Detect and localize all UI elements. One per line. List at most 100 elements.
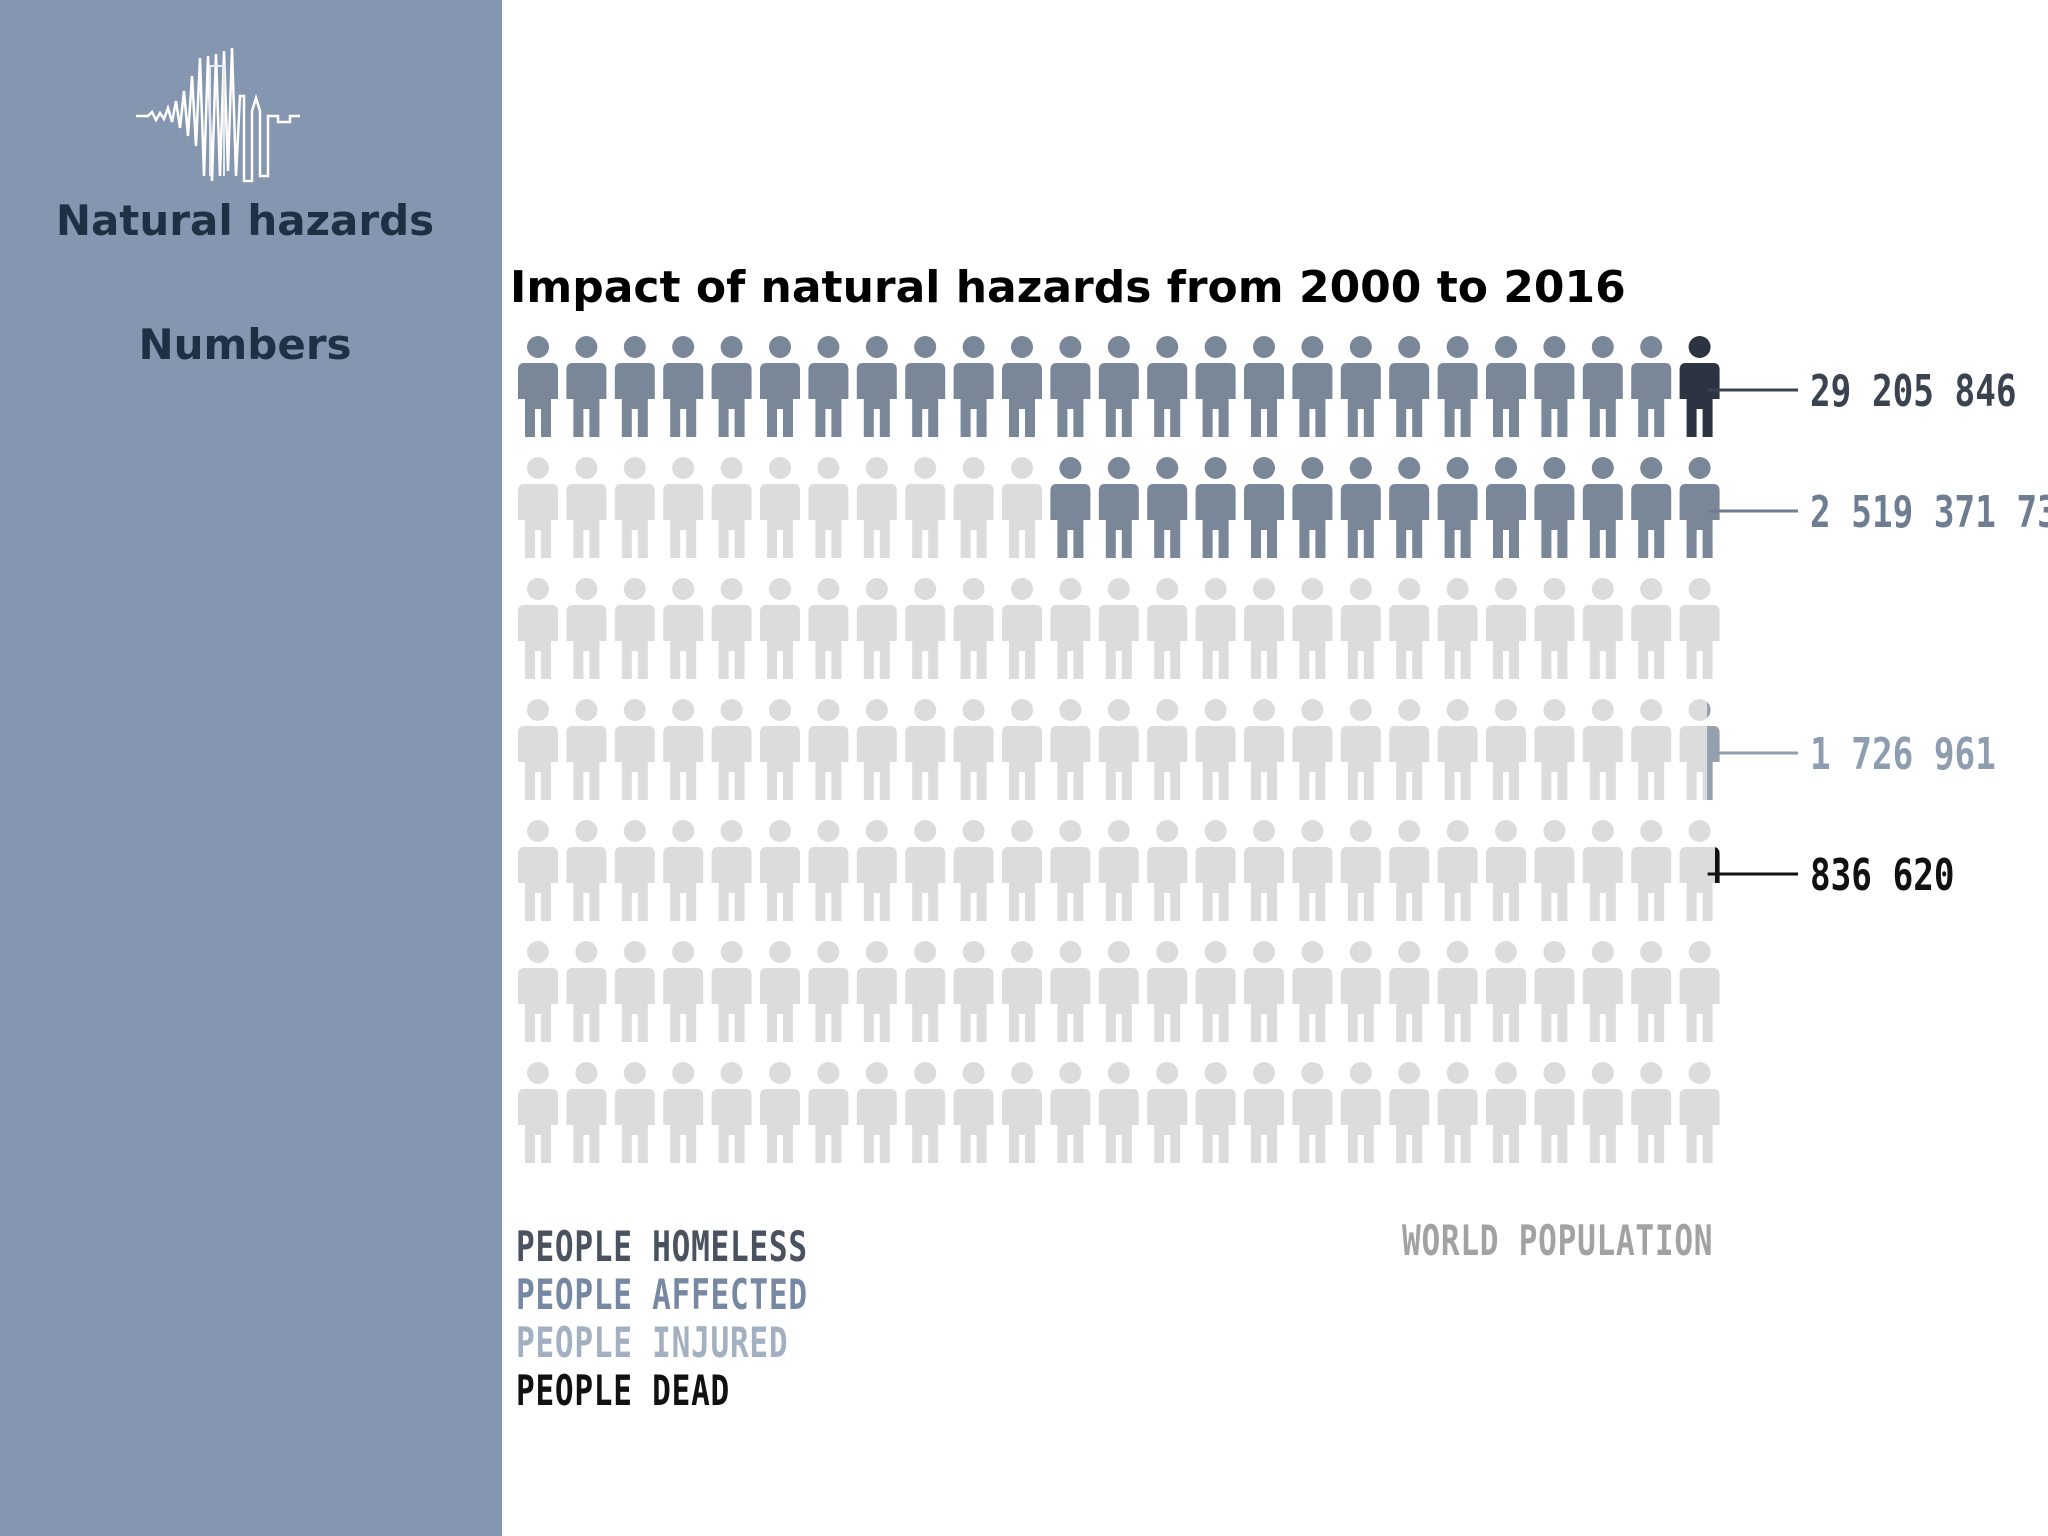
injured-partial-icon — [1707, 701, 1720, 800]
person-icon — [1631, 941, 1672, 1042]
person-icon — [760, 1062, 800, 1163]
person-icon — [1195, 336, 1236, 437]
person-icon — [905, 578, 946, 679]
person-icon — [1244, 336, 1284, 437]
person-icon — [1098, 820, 1139, 921]
person-icon — [1340, 457, 1381, 558]
person-icon — [1582, 578, 1623, 679]
person-icon — [614, 336, 655, 437]
person-icon — [1002, 1062, 1042, 1163]
person-icon — [808, 699, 849, 800]
person-icon — [1292, 336, 1333, 437]
person-icon — [1244, 578, 1284, 679]
person-icon — [1098, 941, 1139, 1042]
person-icon — [518, 1062, 558, 1163]
person-icon — [953, 336, 994, 437]
person-icon — [614, 1062, 655, 1163]
person-icon — [856, 820, 897, 921]
person-icon — [1244, 457, 1284, 558]
person-icon — [518, 699, 558, 800]
person-icon — [1486, 457, 1526, 558]
person-icon — [1534, 699, 1575, 800]
person-icon — [1147, 1062, 1188, 1163]
person-icon — [760, 336, 800, 437]
person-icon — [856, 578, 897, 679]
person-icon — [856, 699, 897, 800]
person-icon — [1098, 1062, 1139, 1163]
person-icon — [760, 941, 800, 1042]
person-icon — [1679, 336, 1720, 437]
person-icon — [1292, 820, 1333, 921]
person-icon — [1340, 699, 1381, 800]
person-icon — [1340, 336, 1381, 437]
person-icon — [760, 820, 800, 921]
person-icon — [808, 820, 849, 921]
person-icon — [518, 820, 558, 921]
person-icon — [953, 941, 994, 1042]
person-icon — [1389, 1062, 1430, 1163]
person-icon — [1679, 1062, 1720, 1163]
person-icon — [1389, 336, 1430, 437]
person-icon — [711, 699, 752, 800]
person-icon — [1389, 578, 1430, 679]
person-icon — [1389, 820, 1430, 921]
person-icon — [1486, 820, 1526, 921]
person-icon — [518, 941, 558, 1042]
person-icon — [614, 578, 655, 679]
person-icon — [1389, 699, 1430, 800]
person-icon — [1437, 820, 1478, 921]
person-icon — [1050, 457, 1091, 558]
person-icon — [518, 336, 558, 437]
person-icon — [1002, 699, 1042, 800]
person-icon — [953, 457, 994, 558]
person-icon — [856, 941, 897, 1042]
person-icon — [953, 1062, 994, 1163]
person-icon — [1582, 1062, 1623, 1163]
person-icon — [663, 1062, 704, 1163]
person-icon — [1195, 699, 1236, 800]
person-icon — [1147, 336, 1188, 437]
person-icon — [711, 336, 752, 437]
person-icon — [905, 336, 946, 437]
person-icon — [711, 457, 752, 558]
person-icon — [566, 820, 607, 921]
person-icon — [1050, 336, 1091, 437]
injured-partial-icon-clip — [1707, 701, 1720, 800]
person-icon — [1631, 699, 1672, 800]
person-icon — [566, 699, 607, 800]
person-icon — [1002, 457, 1042, 558]
person-icon — [1389, 941, 1430, 1042]
person-icon — [1389, 457, 1430, 558]
person-icon — [711, 941, 752, 1042]
affected-value-label: 2 519 371 735 — [1810, 487, 2048, 538]
person-icon — [1486, 699, 1526, 800]
injured-value-label: 1 726 961 — [1810, 729, 1996, 780]
person-icon — [1582, 820, 1623, 921]
legend-people-homeless: PEOPLE HOMELESS — [516, 1222, 808, 1271]
person-icon — [1437, 1062, 1478, 1163]
person-icon — [1437, 699, 1478, 800]
person-icon — [1050, 820, 1091, 921]
person-icon — [566, 1062, 607, 1163]
person-icon — [953, 820, 994, 921]
sidebar-subtitle: Numbers — [138, 320, 352, 369]
person-icon — [1582, 941, 1623, 1042]
person-icon — [953, 699, 994, 800]
person-icon — [1679, 941, 1720, 1042]
person-icon — [1195, 457, 1236, 558]
seismograph-logo — [136, 47, 300, 183]
person-icon — [1340, 1062, 1381, 1163]
person-icon — [1340, 578, 1381, 679]
person-icon — [808, 457, 849, 558]
person-icon — [663, 820, 704, 921]
person-icon — [518, 457, 558, 558]
person-icon — [905, 1062, 946, 1163]
person-icon — [1002, 578, 1042, 679]
person-icon — [905, 941, 946, 1042]
person-icon — [1244, 820, 1284, 921]
person-icon — [1534, 578, 1575, 679]
person-icon — [1486, 941, 1526, 1042]
person-icon — [1002, 336, 1042, 437]
homeless-value-label: 29 205 846 — [1810, 366, 2017, 417]
person-icon — [1582, 457, 1623, 558]
